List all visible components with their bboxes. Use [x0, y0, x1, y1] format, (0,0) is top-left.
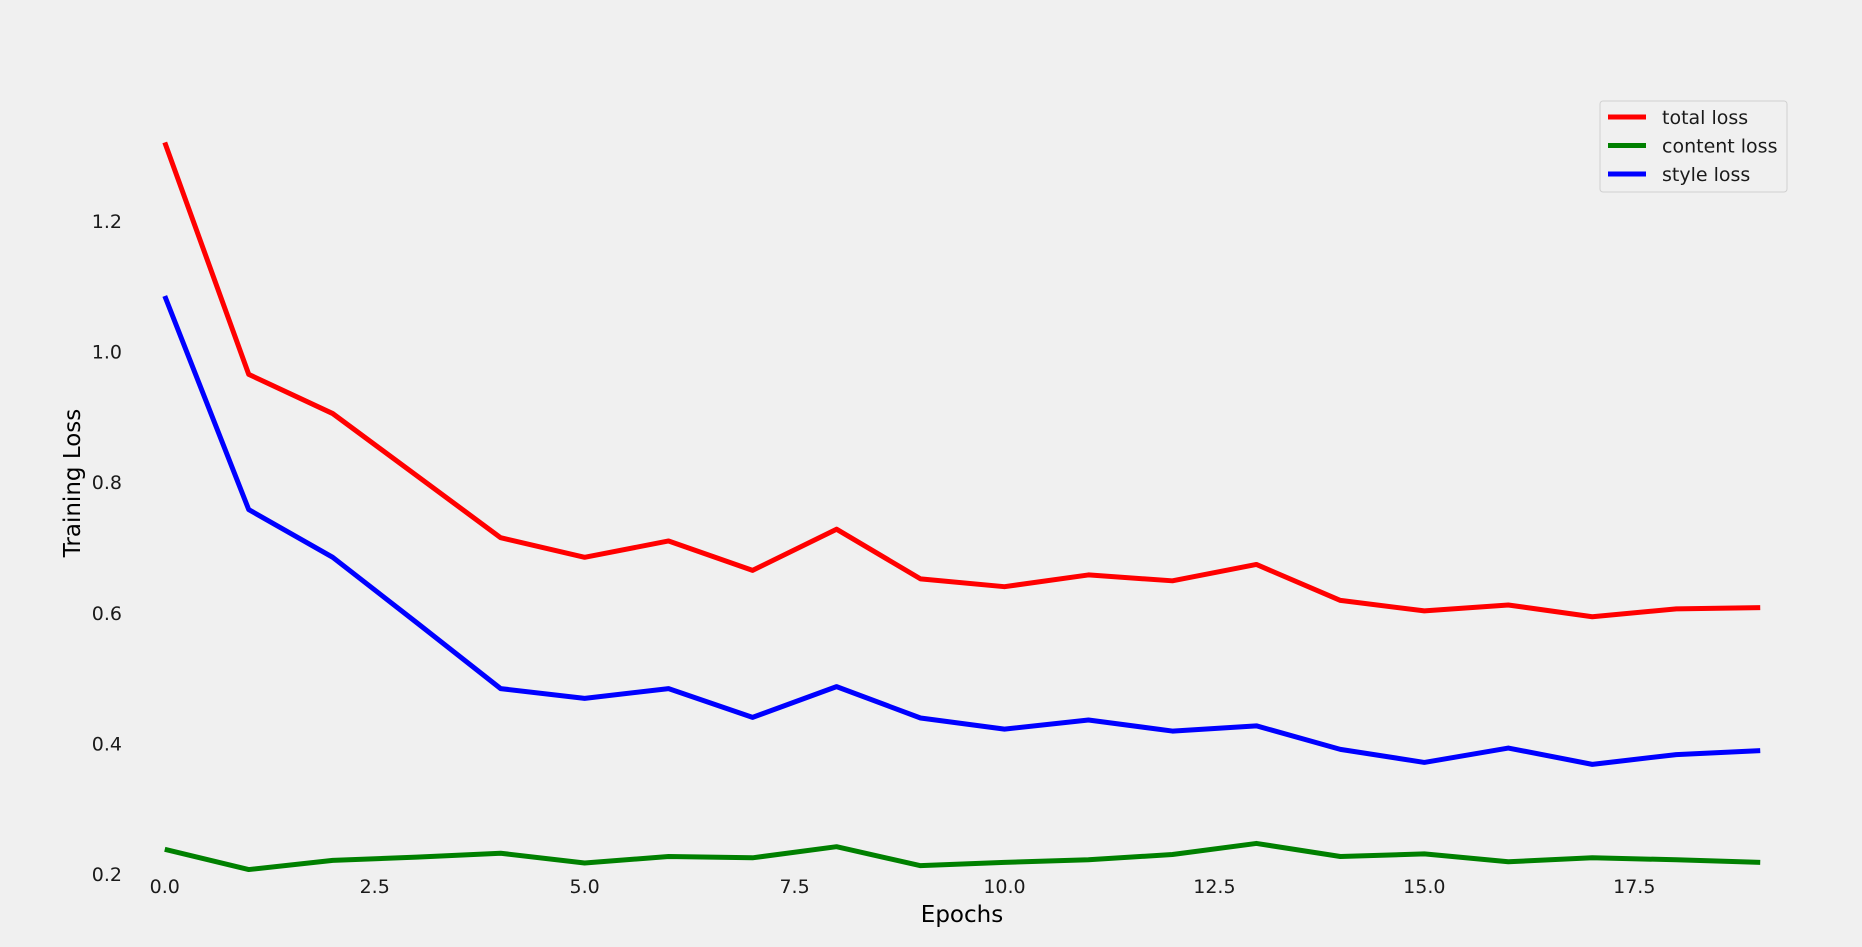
series-line-total-loss: [162, 141, 1761, 620]
legend: total loss content loss style loss: [1599, 100, 1788, 193]
y-tick-label: 0.4: [92, 733, 122, 755]
legend-items: total loss content loss style loss: [1608, 107, 1777, 186]
x-tick-label: 2.5: [360, 876, 390, 898]
x-tick-label: 5.0: [570, 876, 600, 898]
series-line-content-loss: [164, 840, 1761, 873]
legend-label-style-loss: style loss: [1662, 164, 1750, 186]
y-axis-label: Training Loss: [60, 409, 86, 559]
x-tick-label: 0.0: [150, 876, 180, 898]
y-tick-label: 1.0: [92, 342, 122, 364]
series-line-style-loss: [162, 295, 1761, 767]
y-tick-label: 0.8: [92, 472, 122, 494]
x-tick-label: 12.5: [1193, 876, 1235, 898]
legend-label-content-loss: content loss: [1662, 136, 1777, 158]
x-tick-label: 17.5: [1613, 876, 1655, 898]
y-tick-label: 0.2: [92, 864, 122, 886]
x-tick-label: 15.0: [1403, 876, 1445, 898]
x-axis-ticks: 0.0 2.5 5.0 7.5 10.0 12.5 15.0 17.5: [150, 876, 1656, 898]
x-tick-label: 10.0: [983, 876, 1025, 898]
legend-box: [1599, 100, 1788, 193]
y-tick-label: 1.2: [92, 211, 122, 233]
y-axis-ticks: 0.2 0.4 0.6 0.8 1.0 1.2: [92, 211, 122, 886]
x-axis-label: Epochs: [921, 902, 1003, 928]
x-tick-label: 7.5: [779, 876, 809, 898]
legend-label-total-loss: total loss: [1662, 107, 1748, 129]
series-layer: [162, 141, 1761, 873]
y-tick-label: 0.6: [92, 603, 122, 625]
